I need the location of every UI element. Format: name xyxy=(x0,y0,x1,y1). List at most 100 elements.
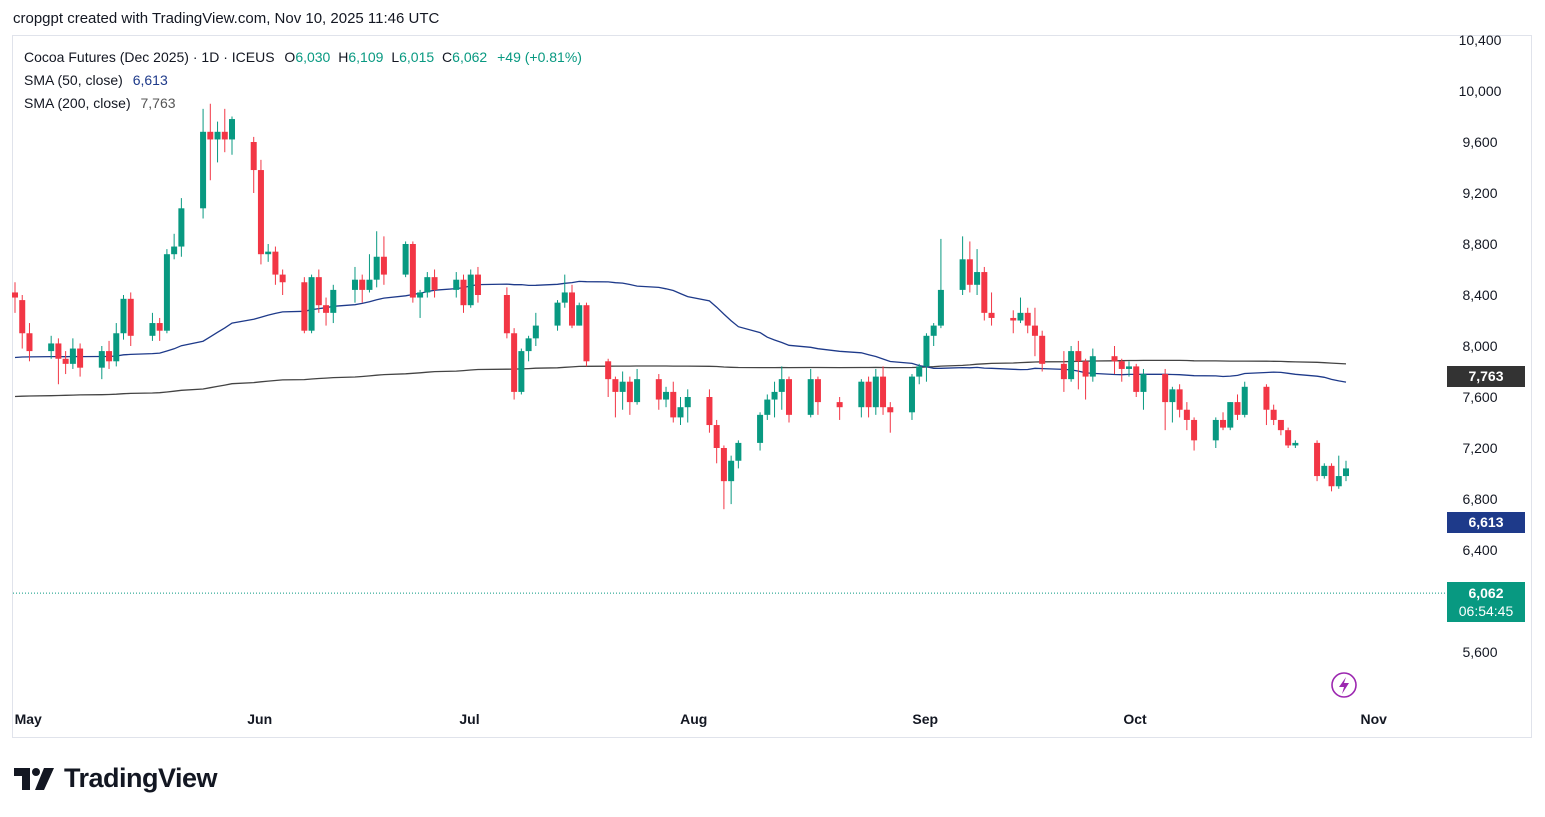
candle-body xyxy=(988,312,995,318)
legend-close-label: C xyxy=(442,49,453,65)
legend-symbol[interactable]: Cocoa Futures (Dec 2025) · 1D · ICEUS xyxy=(24,49,275,65)
candle-body xyxy=(554,302,561,326)
candle-body xyxy=(518,351,525,392)
y-tick-label: 9,600 xyxy=(1462,134,1497,150)
candle-body xyxy=(1227,402,1234,428)
candle-body xyxy=(981,272,988,313)
legend-change: +49 (+0.81%) xyxy=(497,49,582,65)
candle-body xyxy=(1075,351,1082,362)
y-tick-label: 10,400 xyxy=(1459,32,1502,48)
candle-body xyxy=(1292,442,1299,446)
candle-body xyxy=(424,277,431,293)
candle-body xyxy=(19,300,26,334)
candle-body xyxy=(409,244,416,298)
candle-body xyxy=(323,305,330,313)
brand-name: TradingView xyxy=(64,763,218,793)
candle-body xyxy=(120,298,127,334)
y-tick-label: 5,600 xyxy=(1462,644,1497,660)
candle-body xyxy=(872,376,879,408)
candle-body xyxy=(1270,409,1277,420)
candle-body xyxy=(48,343,55,352)
x-tick-label: May xyxy=(15,711,42,727)
legend-sma50-value: 6,613 xyxy=(132,72,168,88)
candle-body xyxy=(1314,442,1321,477)
candle-body xyxy=(301,282,308,331)
candle-body xyxy=(880,376,887,408)
y-tick-label: 6,800 xyxy=(1462,491,1497,507)
legend-high-label: H xyxy=(338,49,349,65)
candle-body xyxy=(55,343,62,359)
candle-body xyxy=(380,256,387,275)
candle-body xyxy=(417,292,424,298)
candle-body xyxy=(1343,468,1349,477)
candle-body xyxy=(373,256,380,280)
legend-sma200-label: SMA (200, close) xyxy=(24,95,131,111)
candle-body xyxy=(1191,419,1198,441)
tradingview-logo-icon xyxy=(14,767,54,790)
legend-sma200-row[interactable]: SMA (200, close) 7,763 xyxy=(24,92,582,115)
candle-body xyxy=(1183,409,1190,420)
candle-body xyxy=(98,351,105,368)
legend-high: 6,109 xyxy=(348,49,384,65)
candle-body xyxy=(221,131,228,140)
flash-bolt-icon xyxy=(1339,677,1349,694)
candle-body xyxy=(156,323,163,331)
y-tick-label: 7,200 xyxy=(1462,440,1497,456)
candle-body xyxy=(1162,374,1169,403)
legend-sma200-value: 7,763 xyxy=(140,95,176,111)
legend-close: 6,062 xyxy=(452,49,488,65)
candle-body xyxy=(503,295,510,334)
candle-body xyxy=(865,381,872,408)
candle-body xyxy=(836,402,843,408)
candle-body xyxy=(764,399,771,415)
candle-body xyxy=(887,407,894,413)
tradingview-logo[interactable]: TradingView xyxy=(14,763,218,794)
y-tick-label: 6,400 xyxy=(1462,542,1497,558)
legend-open-label: O xyxy=(284,49,296,65)
candle-body xyxy=(1082,361,1089,377)
candle-body xyxy=(272,251,279,275)
candle-body xyxy=(113,333,120,362)
chart-legend: Cocoa Futures (Dec 2025) · 1D · ICEUS O 6… xyxy=(24,46,582,115)
candle-body xyxy=(1212,419,1219,441)
candle-body xyxy=(77,348,84,368)
candle-body xyxy=(1039,335,1046,364)
chart-caption: cropgpt created with TradingView.com, No… xyxy=(13,10,440,27)
candle-body xyxy=(257,170,264,255)
candle-body xyxy=(605,361,612,380)
legend-sma50-label: SMA (50, close) xyxy=(24,72,123,88)
candle-body xyxy=(858,381,865,408)
candle-body xyxy=(250,142,257,171)
candle-body xyxy=(26,333,33,352)
x-tick-label: Aug xyxy=(680,711,707,727)
candle-body xyxy=(771,391,778,400)
candle-body xyxy=(431,277,438,290)
candle-body xyxy=(1017,312,1024,321)
y-tick-label: 8,000 xyxy=(1462,338,1497,354)
candle-body xyxy=(663,391,670,400)
candle-body xyxy=(525,338,532,352)
candle-body xyxy=(583,305,590,362)
candle-body xyxy=(937,289,944,326)
candle-body xyxy=(1285,430,1292,446)
candle-body xyxy=(1263,386,1270,410)
candle-body xyxy=(511,333,518,392)
candle-body xyxy=(634,379,641,403)
x-tick-label: Nov xyxy=(1360,711,1387,727)
candle-body xyxy=(786,379,793,415)
candle-body xyxy=(351,279,358,290)
candle-body xyxy=(612,379,619,392)
candle-body xyxy=(568,292,575,326)
candle-body xyxy=(315,277,322,306)
candle-body xyxy=(532,325,539,339)
candle-body xyxy=(330,289,337,313)
candle-body xyxy=(655,379,662,400)
candle-body xyxy=(1234,402,1241,415)
candle-body xyxy=(1133,366,1140,392)
candle-body xyxy=(814,379,821,403)
candle-body xyxy=(677,407,684,418)
candle-body xyxy=(626,381,633,403)
candle-body xyxy=(720,448,727,482)
legend-sma50-row[interactable]: SMA (50, close) 6,613 xyxy=(24,69,582,92)
